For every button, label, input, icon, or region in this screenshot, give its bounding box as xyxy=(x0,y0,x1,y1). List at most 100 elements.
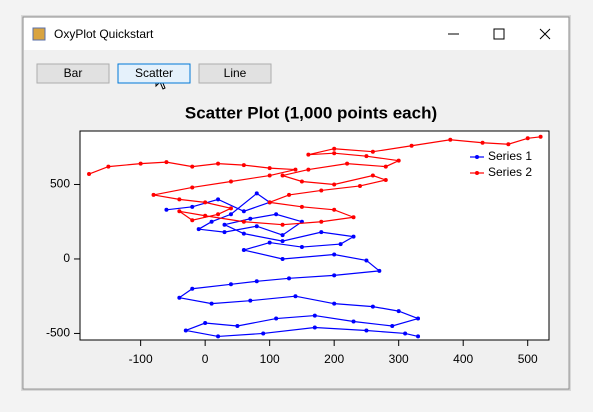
point xyxy=(196,227,201,232)
point xyxy=(228,179,233,184)
x-tick-label: 300 xyxy=(389,352,409,366)
point xyxy=(254,191,259,196)
point xyxy=(254,224,259,229)
point xyxy=(106,164,111,169)
point xyxy=(293,294,298,299)
point xyxy=(383,178,388,183)
point xyxy=(319,219,324,224)
app-icon xyxy=(32,27,46,41)
point xyxy=(177,295,182,300)
point xyxy=(377,268,382,273)
close-button[interactable] xyxy=(539,28,551,40)
point xyxy=(190,218,195,223)
point xyxy=(364,258,369,263)
point xyxy=(241,163,246,168)
point xyxy=(235,323,240,328)
point xyxy=(370,304,375,309)
x-tick-label: 0 xyxy=(202,352,209,366)
point xyxy=(222,230,227,235)
point xyxy=(538,134,543,139)
point xyxy=(319,230,324,235)
legend-marker xyxy=(475,171,479,175)
point xyxy=(228,212,233,217)
point xyxy=(448,137,453,142)
y-tick-label: -500 xyxy=(46,326,70,340)
legend-label: Series 1 xyxy=(488,149,532,163)
point xyxy=(280,173,285,178)
point xyxy=(390,323,395,328)
button-label[interactable]: Line xyxy=(224,66,247,80)
point xyxy=(280,256,285,261)
plot-area xyxy=(79,130,550,341)
point xyxy=(345,161,350,166)
point xyxy=(370,173,375,178)
point xyxy=(338,242,343,247)
legend-marker xyxy=(475,155,479,159)
point xyxy=(216,197,221,202)
point xyxy=(241,248,246,253)
point xyxy=(151,192,156,197)
point xyxy=(190,185,195,190)
button[interactable] xyxy=(117,63,191,84)
button-label[interactable]: Bar xyxy=(64,66,83,80)
point xyxy=(319,188,324,193)
point xyxy=(177,197,182,202)
point xyxy=(332,207,337,212)
point xyxy=(87,172,92,177)
x-tick-label: 200 xyxy=(324,352,344,366)
x-tick-label: -100 xyxy=(129,352,153,366)
window-title: OxyPlot Quickstart xyxy=(54,27,154,41)
maximize-button[interactable] xyxy=(493,28,505,40)
point xyxy=(332,151,337,156)
point xyxy=(357,183,362,188)
point xyxy=(216,212,221,217)
button[interactable] xyxy=(198,63,272,84)
point xyxy=(267,200,272,205)
y-tick-label: 0 xyxy=(63,251,70,265)
button-label[interactable]: Scatter xyxy=(135,66,173,80)
point xyxy=(241,209,246,214)
point xyxy=(267,173,272,178)
point xyxy=(416,334,421,339)
point xyxy=(248,216,253,221)
point xyxy=(332,273,337,278)
point xyxy=(306,167,311,172)
point xyxy=(164,160,169,165)
point xyxy=(280,222,285,227)
point xyxy=(203,321,208,326)
point xyxy=(209,219,214,224)
point xyxy=(254,279,259,284)
y-tick-label: 500 xyxy=(50,177,70,191)
button[interactable] xyxy=(36,63,110,84)
point xyxy=(287,276,292,281)
point xyxy=(351,215,356,220)
point xyxy=(183,328,188,333)
point xyxy=(506,142,511,147)
point xyxy=(274,316,279,321)
point xyxy=(228,206,233,211)
x-tick-label: 500 xyxy=(518,352,538,366)
point xyxy=(164,207,169,212)
point xyxy=(248,298,253,303)
point xyxy=(299,204,304,209)
series-line xyxy=(166,192,420,338)
point xyxy=(480,140,485,145)
point xyxy=(525,136,530,141)
point xyxy=(280,233,285,238)
point xyxy=(138,161,143,166)
point xyxy=(396,309,401,314)
point xyxy=(203,213,208,218)
point xyxy=(190,286,195,291)
point xyxy=(299,179,304,184)
point xyxy=(267,240,272,245)
point xyxy=(396,158,401,163)
x-tick-label: 400 xyxy=(453,352,473,366)
point xyxy=(274,212,279,217)
point xyxy=(312,313,317,318)
point xyxy=(299,245,304,250)
point xyxy=(403,331,408,336)
point xyxy=(364,328,369,333)
point xyxy=(267,166,272,171)
point xyxy=(383,164,388,169)
